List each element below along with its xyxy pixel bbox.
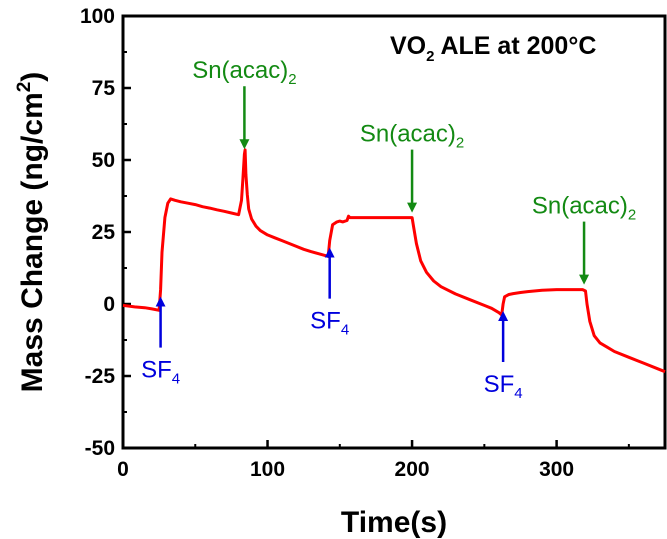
y-tick-label: -50 (85, 437, 115, 460)
chart-title: VO2 ALE at 200°C (390, 32, 596, 65)
sn-acac-annotation: Sn(acac)2 (360, 121, 464, 213)
y-axis-ticks: 100 75 50 25 0 -25 -50 (80, 5, 131, 460)
series-line (122, 148, 666, 374)
y-tick-label: 75 (92, 77, 116, 100)
x-axis-ticks: 0 100 200 300 (117, 440, 630, 481)
sn-acac-annotation: Sn(acac)2 (192, 57, 297, 150)
annotation-label: SF4 (310, 308, 349, 339)
sn-acac-annotation: Sn(acac)2 (532, 193, 636, 285)
annotation-label: SF4 (484, 371, 523, 402)
annotation-label: Sn(acac)2 (532, 193, 636, 224)
y-tick-label: 0 (103, 293, 115, 316)
y-axis-title: Mass Change (ng/cm2) (14, 72, 49, 393)
series-group (122, 148, 666, 374)
sf4-annotation: SF4 (310, 247, 349, 339)
y-tick-label: 100 (80, 5, 115, 28)
annotation-label: Sn(acac)2 (360, 121, 464, 152)
y-tick-label: 50 (92, 149, 115, 172)
x-tick-label: 0 (117, 458, 129, 481)
y-tick-label: -25 (85, 365, 116, 388)
x-axis-title: Time(s) (341, 506, 447, 539)
y-tick-label: 25 (92, 221, 116, 244)
annotation-label: SF4 (141, 357, 180, 388)
x-tick-label: 200 (395, 458, 430, 481)
annotation-label: Sn(acac)2 (192, 57, 296, 88)
x-tick-label: 300 (539, 458, 574, 481)
annotations-group: SF4 SF4 SF4 Sn(acac)2 Sn(acac)2 Sn(acac)2 (141, 57, 636, 402)
sf4-annotation: SF4 (141, 296, 180, 388)
sf4-annotation: SF4 (484, 311, 523, 402)
x-tick-label: 100 (250, 458, 285, 481)
